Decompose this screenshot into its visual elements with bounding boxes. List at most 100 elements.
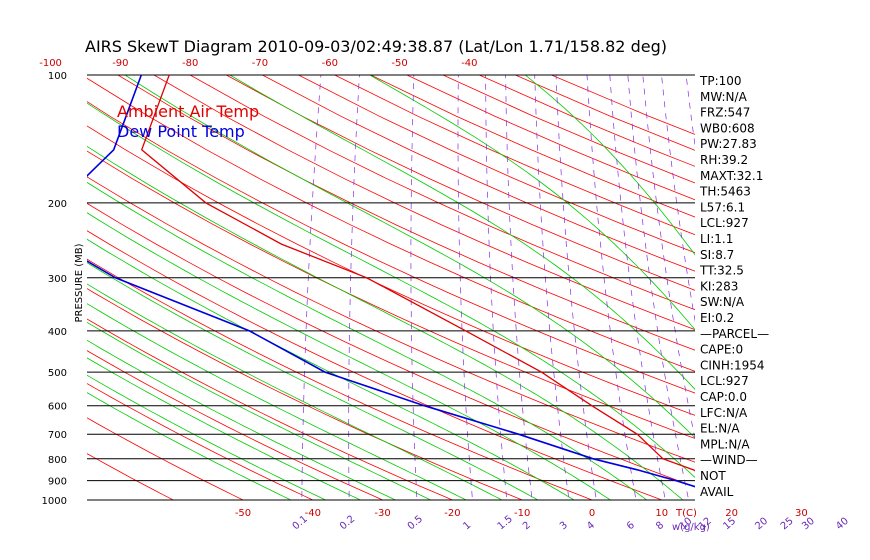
moist-adiabat [369, 75, 695, 331]
mixing-ratio-label: 0.5 [406, 514, 425, 533]
legend-ambient-air-temp: Ambient Air Temp [117, 102, 259, 121]
index-entry: LCL:927 [700, 374, 749, 388]
bottom-temp-tick-label: 30 [795, 508, 808, 519]
moist-adiabat [87, 145, 684, 500]
mixing-ratio-line [457, 75, 473, 500]
dry-adiabat [406, 75, 695, 201]
top-temp-tick-label: -90 [112, 58, 128, 69]
index-entry: MW:N/A [700, 90, 748, 104]
mixing-ratio-line [642, 75, 695, 441]
top-temp-tick-label: -80 [182, 58, 198, 69]
bottom-temp-tick-label: 20 [725, 508, 738, 519]
dry-adiabat [87, 77, 695, 372]
moist-adiabat [87, 181, 648, 500]
index-entry: —WIND— [700, 453, 758, 467]
dry-adiabat [189, 75, 695, 311]
dry-adiabat [153, 75, 695, 331]
mixing-ratio-label: 8 [654, 520, 666, 533]
pressure-tick-label: 600 [48, 402, 67, 413]
background-lines [87, 75, 849, 509]
dry-adiabat [87, 383, 314, 500]
index-entry: CAPE:0 [700, 343, 743, 357]
bottom-temp-tick-label: -10 [514, 508, 530, 519]
pressure-tick-label: 300 [48, 274, 67, 285]
index-entry: MAXT:32.1 [700, 169, 763, 183]
y-axis-label: PRESSURE (MB) [74, 243, 85, 322]
pressure-tick-label: 1000 [42, 496, 67, 507]
index-entry: MPL:N/A [700, 437, 750, 451]
chart-title: AIRS SkewT Diagram 2010-09-03/02:49:38.8… [85, 37, 667, 56]
dry-adiabat [334, 75, 695, 236]
axes: 1002003004005006007008009001000-120-110-… [39, 58, 851, 533]
pressure-tick-label: 100 [48, 71, 67, 82]
dry-adiabat [87, 125, 695, 416]
index-entry: CAP:0.0 [700, 390, 747, 404]
temperature-profile [140, 75, 695, 472]
index-entry: TP:100 [699, 74, 742, 88]
index-entry: EL:N/A [700, 422, 740, 436]
moist-adiabat [87, 392, 292, 500]
bottom-temp-tick-label: -50 [235, 508, 251, 519]
index-entry: SW:N/A [700, 295, 745, 309]
pressure-tick-label: 500 [48, 368, 67, 379]
mixing-ratio-label: 4 [585, 520, 597, 533]
top-temp-tick-label: -40 [461, 58, 477, 69]
dry-adiabat [87, 150, 695, 439]
index-entry: FRZ:547 [700, 106, 750, 120]
index-entry: LI:1.1 [700, 232, 733, 246]
mixing-ratio-label: 6 [625, 520, 637, 533]
bottom-temp-tick-label: 0 [589, 508, 595, 519]
moist-adiabat [87, 303, 468, 500]
mixing-ratio-label: 1 [461, 520, 473, 533]
moist-adiabat [124, 75, 695, 439]
index-entry: —PARCEL— [700, 327, 769, 341]
moist-adiabat [524, 75, 695, 256]
index-entry: RH:39.2 [700, 153, 748, 167]
top-temp-tick-label: -50 [391, 58, 407, 69]
dry-adiabat [87, 176, 695, 463]
moist-adiabat [87, 339, 397, 500]
index-entry: KI:283 [700, 279, 738, 293]
mixing-ratio-label: 2 [521, 520, 533, 533]
mixing-ratio-line [505, 75, 533, 500]
index-entry: AVAIL [700, 485, 734, 499]
legend: Ambient Air Temp Dew Point Temp [117, 102, 259, 141]
index-entry: NOT [700, 469, 726, 483]
dry-adiabat [515, 75, 695, 151]
pressure-tick-label: 800 [48, 455, 67, 466]
index-entry: L57:6.1 [700, 200, 745, 214]
mixing-ratio-line [348, 75, 360, 500]
mixing-ratio-line [586, 75, 637, 500]
isobars [87, 74, 695, 501]
dry-adiabat [117, 75, 695, 351]
top-temp-tick-label: -100 [39, 58, 62, 69]
moist-adiabat [87, 321, 432, 500]
bottom-temp-tick-label: 10 [655, 508, 668, 519]
mixing-ratio-line [661, 75, 695, 323]
moist-adiabat [87, 212, 612, 500]
top-temp-tick-label: -70 [252, 58, 268, 69]
dewpoint-profile [87, 75, 695, 488]
dry-adiabat [87, 453, 175, 500]
legend-dew-point-temp: Dew Point Temp [117, 122, 245, 141]
bottom-temp-tick-label: -20 [444, 508, 460, 519]
dry-adiabat [298, 75, 695, 254]
index-entry: TT:32.5 [699, 264, 744, 278]
dry-adiabat [370, 75, 695, 218]
index-entry: TH:5463 [699, 185, 751, 199]
top-temp-tick-label: -60 [322, 58, 338, 69]
dry-adiabat [87, 230, 663, 500]
mixing-ratio-label: 40 [834, 516, 851, 533]
index-entry: LCL:927 [700, 216, 749, 230]
mixing-ratio-line [748, 75, 849, 509]
mixing-ratio-label: 25 [779, 516, 796, 533]
index-entry: EI:0.2 [700, 311, 734, 325]
mixing-ratio-label: 0.2 [338, 514, 357, 533]
dry-adiabat [262, 75, 695, 272]
moist-adiabat [87, 283, 503, 500]
index-entry: LFC:N/A [700, 406, 748, 420]
index-entry: CINH:1954 [700, 358, 765, 372]
temp-axis-label: T(C) [675, 508, 697, 519]
